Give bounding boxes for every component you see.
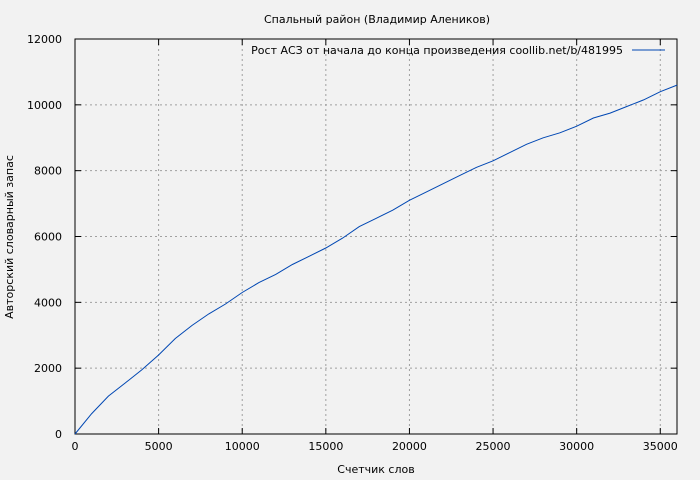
y-tick-label: 6000	[34, 231, 62, 244]
chart-title: Спальный район (Владимир Алеников)	[264, 13, 490, 26]
plot-frame	[74, 38, 678, 435]
y-tick-label: 12000	[27, 33, 62, 46]
series-line	[74, 84, 678, 435]
x-tick-label: 0	[72, 440, 79, 453]
y-tick-label: 8000	[34, 165, 62, 178]
x-tick-label: 5000	[145, 440, 173, 453]
y-tick-label: 4000	[34, 296, 62, 309]
grid	[75, 39, 677, 434]
x-tick-label: 20000	[392, 440, 427, 453]
x-tick-label: 30000	[559, 440, 594, 453]
x-tick-label: 10000	[225, 440, 260, 453]
y-axis-label: Авторский словарный запас	[3, 155, 16, 319]
y-tick-label: 2000	[34, 362, 62, 375]
x-axis-label: Счетчик слов	[337, 463, 414, 476]
ticks: 0 5000 10000 15000 20000 25000 30000 35000 0 2000…	[27, 33, 678, 453]
legend-label: Рост АСЗ от начала до конца произведения…	[251, 44, 623, 57]
x-tick-label: 15000	[308, 440, 343, 453]
y-tick-label: 10000	[27, 99, 62, 112]
x-tick-label: 35000	[643, 440, 678, 453]
legend: Рост АСЗ от начала до конца произведения…	[251, 44, 665, 57]
x-tick-label: 25000	[476, 440, 511, 453]
series-group	[74, 84, 678, 435]
y-tick-label: 0	[55, 428, 62, 441]
